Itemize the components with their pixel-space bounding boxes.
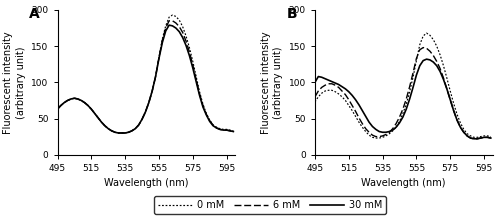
Y-axis label: Fluorescent intensity
(arbitrary unit): Fluorescent intensity (arbitrary unit) — [260, 31, 283, 134]
Text: A: A — [29, 7, 40, 21]
Y-axis label: Fluorescent intensity
(arbitrary unit): Fluorescent intensity (arbitrary unit) — [4, 31, 26, 134]
Legend: 0 mM, 6 mM, 30 mM: 0 mM, 6 mM, 30 mM — [154, 196, 386, 214]
X-axis label: Wavelength (nm): Wavelength (nm) — [104, 178, 188, 188]
Text: B: B — [286, 7, 297, 21]
X-axis label: Wavelength (nm): Wavelength (nm) — [362, 178, 446, 188]
